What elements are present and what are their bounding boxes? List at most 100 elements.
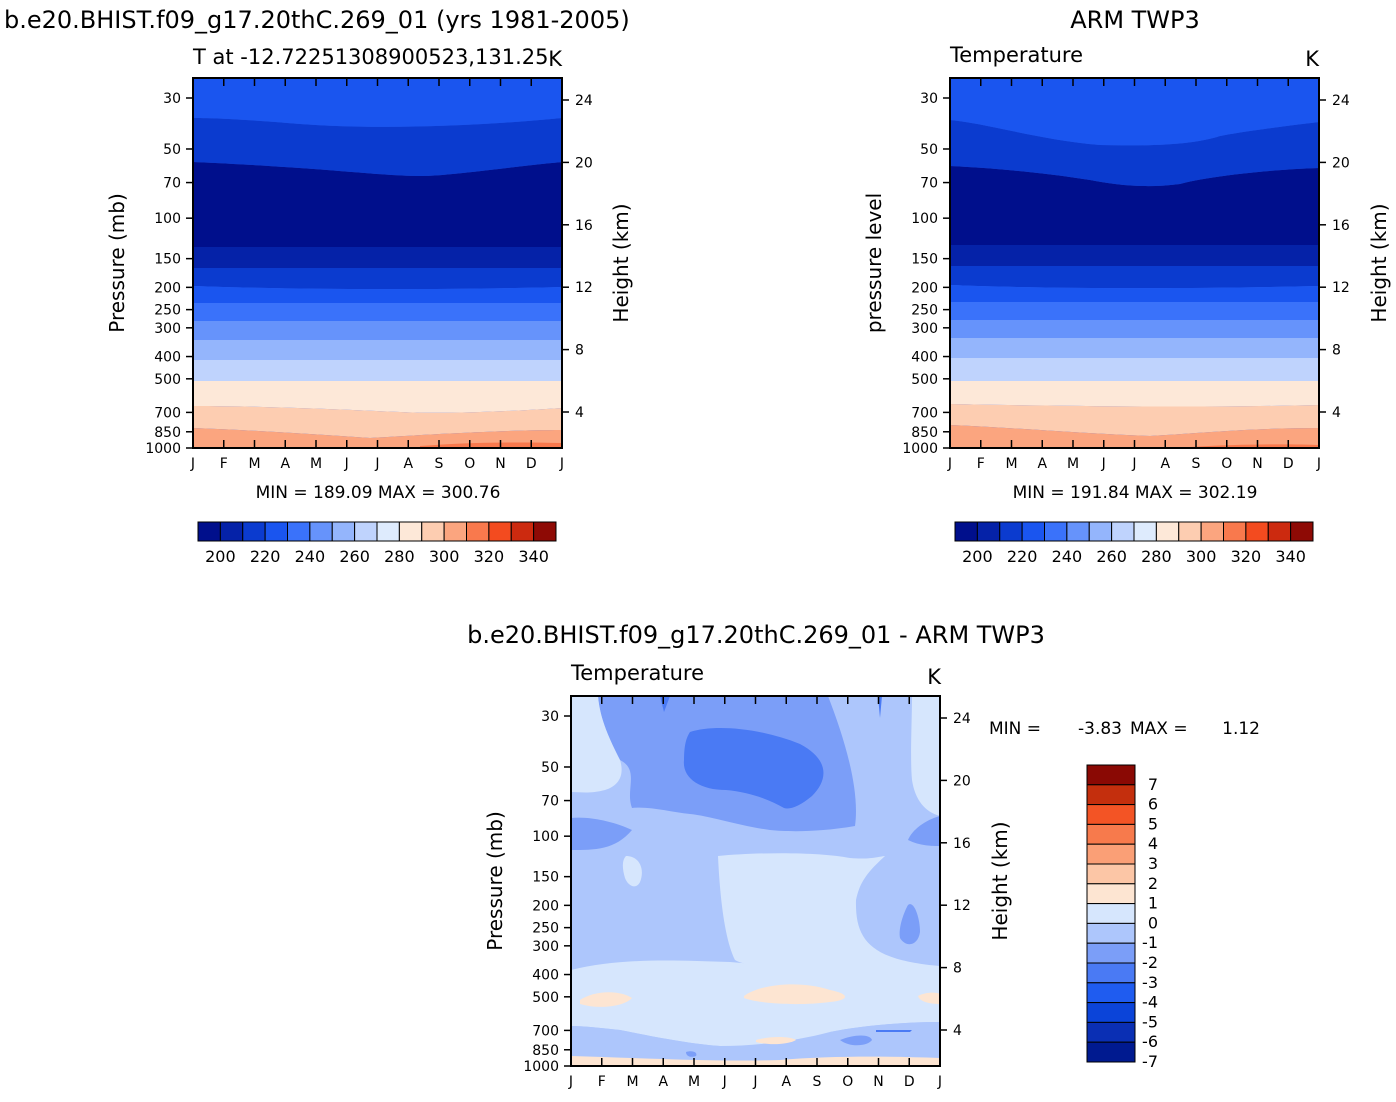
obs-colorbar-swatch: [1178, 521, 1202, 542]
obs-ytick-label: 70: [920, 176, 938, 192]
diff-y2tick-label: 8: [953, 961, 962, 977]
obs-colorbar-swatch: [1111, 521, 1135, 542]
obs-ytick-label: 850: [911, 425, 938, 441]
model-ytick-label: 1000: [145, 441, 181, 457]
model-title: T at -12.72251308900523,131.25: [192, 45, 548, 69]
diff-ytick-label: 700: [532, 1023, 559, 1039]
obs-y2tick-label: 8: [1332, 343, 1341, 359]
model-ylabel: Pressure (mb): [105, 193, 129, 333]
model-colorbar-swatch: [219, 521, 244, 542]
obs-colorbar-swatch: [999, 521, 1023, 542]
diff-xtick-label: N: [873, 1074, 883, 1090]
obs-colorbar-swatch: [1267, 521, 1292, 542]
diff-colorbar-label: 6: [1148, 795, 1158, 814]
model-colorbar-swatch: [264, 521, 288, 542]
obs-xtick-label: D: [1283, 456, 1294, 472]
obs-title: Temperature: [949, 43, 1083, 67]
diff-xtick-label: S: [813, 1074, 822, 1090]
obs-colorbar-swatch: [1223, 521, 1247, 542]
obs-colorbar-swatch: [1155, 521, 1180, 542]
diff-ytick-label: 200: [532, 898, 559, 914]
obs-colorbar-swatch: [1066, 521, 1090, 542]
obs-colorbar-label: 200: [962, 547, 993, 566]
diff-xtick-label: J: [722, 1074, 727, 1090]
model-xtick-label: J: [344, 456, 349, 472]
diff-colorbar-swatch: [1086, 883, 1136, 905]
diff-y2label: Height (km): [988, 821, 1012, 940]
obs-ytick-label: 500: [911, 372, 938, 388]
diff-stats-max-label: MAX =: [1130, 719, 1188, 739]
diff-colorbar-label: -2: [1142, 953, 1158, 972]
model-xtick-label: M: [248, 456, 260, 472]
obs-xtick-label: A: [1160, 456, 1170, 472]
model-ytick-label: 70: [163, 176, 181, 192]
diff-colorbar-swatch: [1086, 903, 1136, 924]
model-colorbar-swatch: [197, 521, 221, 542]
obs-colorbar-swatch: [976, 521, 1001, 542]
obs-y2tick-label: 24: [1332, 93, 1350, 109]
model-xtick-label: M: [310, 456, 322, 472]
diff-colorbar-swatch: [1086, 863, 1136, 885]
model-y2-axis: 24 20 16 12 8 4: [562, 93, 593, 421]
diff-colorbar-swatch: [1086, 784, 1136, 806]
model-colorbar-swatch: [287, 521, 311, 542]
diff-colorbar-label: 1: [1148, 894, 1158, 913]
obs-y2-axis: 24 20 16 12 8 4: [1319, 93, 1350, 421]
obs-ytick-label: 700: [911, 405, 938, 421]
obs-ytick-label: 50: [920, 142, 938, 158]
diff-colorbar-label: 2: [1148, 874, 1158, 893]
obs-units: K: [1305, 47, 1320, 71]
obs-stats: MIN = 191.84 MAX = 302.19: [1013, 483, 1258, 503]
diff-xtick-label: A: [658, 1074, 668, 1090]
obs-colorbar-swatch: [1245, 521, 1269, 542]
obs-ytick-label: 200: [911, 280, 938, 296]
diff-colorbar-label: 4: [1148, 834, 1158, 853]
obs-ytick-label: 150: [911, 252, 938, 268]
diff-colorbar-swatch: [1086, 1041, 1136, 1063]
obs-xtick-label: J: [1131, 456, 1136, 472]
diff-colorbar-swatch: [1086, 804, 1136, 825]
obs-colorbar-swatch: [1088, 521, 1113, 542]
obs-colorbar-label: 320: [1231, 547, 1262, 566]
model-colorbar-swatch: [533, 521, 557, 542]
diff-colorbar-swatch: [1086, 764, 1136, 786]
model-units: K: [548, 47, 563, 71]
obs-y2tick-label: 4: [1332, 405, 1341, 421]
obs-colorbar-swatch: [1044, 521, 1068, 542]
diff-units: K: [927, 665, 942, 689]
obs-colorbar-swatch: [1200, 521, 1224, 542]
diff-stats-min: -3.83: [1078, 719, 1122, 739]
obs-y2tick-label: 20: [1332, 155, 1350, 171]
model-y2tick-label: 8: [575, 343, 584, 359]
model-xtick-label: O: [464, 456, 475, 472]
diff-ytick-label: 30: [541, 709, 559, 725]
model-ytick-label: 400: [154, 350, 181, 366]
diff-y2-axis: 24 20 16 12 8 4: [940, 711, 971, 1039]
model-colorbar-swatch: [354, 521, 378, 542]
diff-colorbar-label: 3: [1148, 854, 1158, 873]
model-colorbar-swatch: [309, 521, 333, 542]
diff-colorbar-swatch: [1086, 982, 1136, 1004]
model-colorbar-label: 240: [295, 547, 326, 566]
diff-ytick-label: 50: [541, 760, 559, 776]
main-title-left: b.e20.BHIST.f09_g17.20thC.269_01 (yrs 19…: [4, 6, 630, 34]
model-y2tick-label: 16: [575, 218, 593, 234]
diff-xtick-label: F: [598, 1074, 606, 1090]
model-colorbar-swatch: [421, 521, 445, 542]
diff-colorbar-swatch: [1086, 1002, 1136, 1023]
obs-xtick-label: F: [977, 456, 985, 472]
diff-title: Temperature: [570, 661, 704, 685]
main-title-right: ARM TWP3: [1070, 6, 1200, 34]
model-colorbar-swatch: [510, 521, 535, 542]
model-colorbar: 200 220 240 260 280 300 320 340: [197, 521, 557, 566]
model-colorbar-swatch: [488, 521, 512, 542]
diff-y2tick-label: 4: [953, 1023, 962, 1039]
diff-colorbar-label: -3: [1142, 973, 1158, 992]
diff-xtick-label: J: [752, 1074, 757, 1090]
model-colorbar-label: 320: [474, 547, 505, 566]
